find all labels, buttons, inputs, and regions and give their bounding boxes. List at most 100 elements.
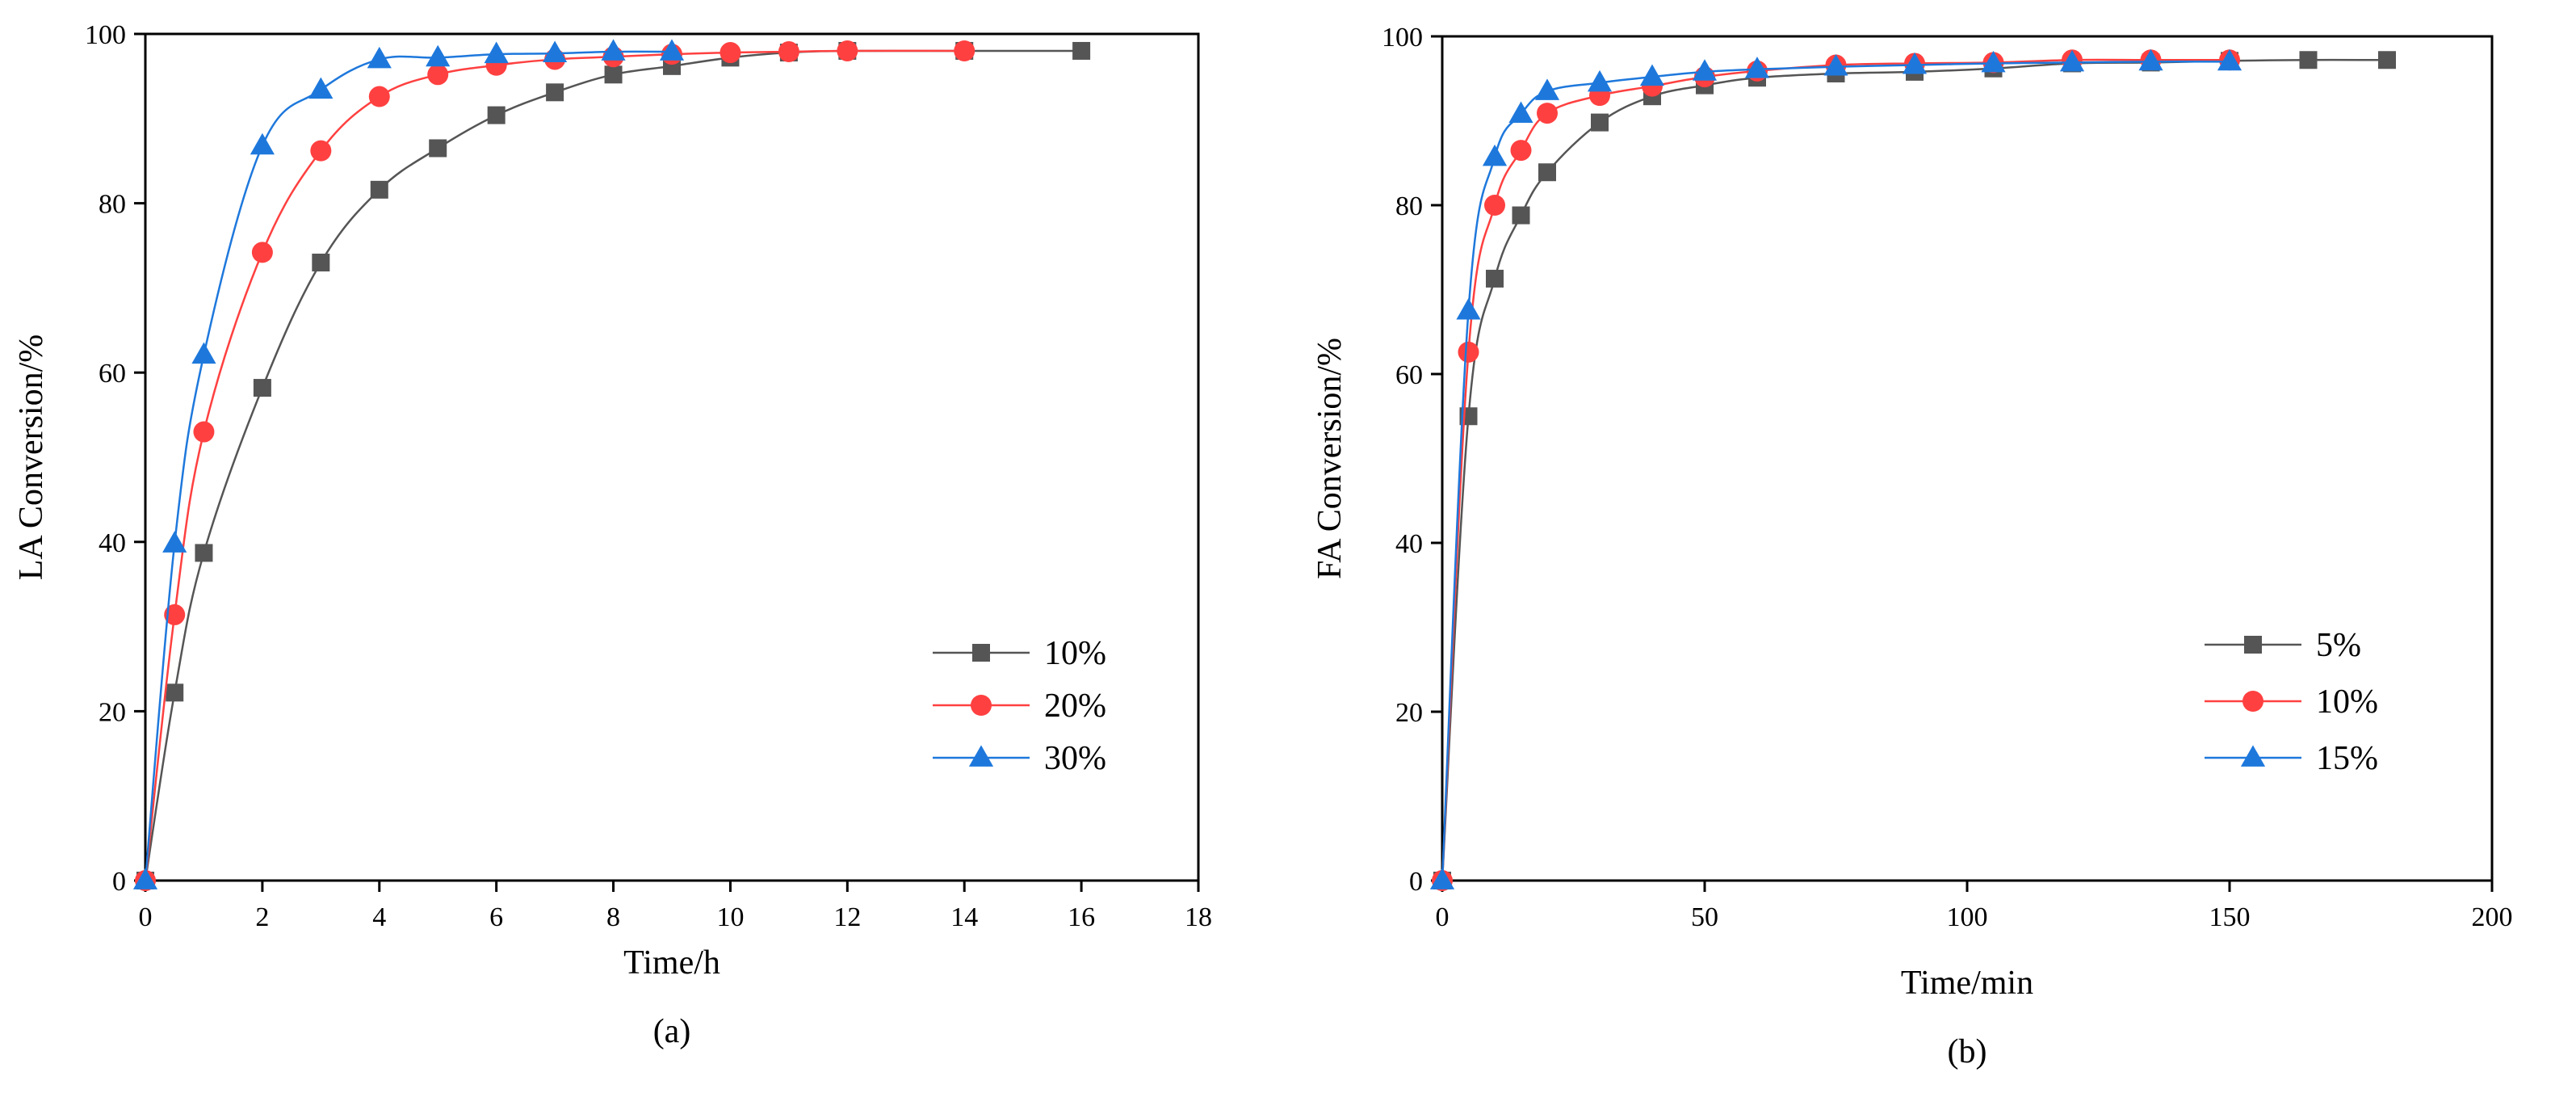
y-tick-label: 0: [112, 867, 126, 897]
legend-marker: [2240, 745, 2266, 767]
legend: 10% 20% 30%: [933, 635, 1106, 777]
x-tick-label: 10: [716, 902, 744, 932]
data-point: [166, 683, 184, 702]
data-point: [312, 253, 330, 271]
legend-marker: [2242, 691, 2263, 712]
data-point: [2299, 51, 2318, 69]
y-axis-label: LA Conversion/%: [13, 334, 50, 580]
x-tick-label: 4: [372, 902, 386, 932]
data-point: [164, 603, 186, 625]
x-tick-label: 12: [833, 902, 861, 932]
data-point: [1512, 206, 1530, 225]
data-point: [604, 65, 623, 84]
legend: 5% 10% 15%: [2205, 627, 2378, 777]
data-point: [2217, 48, 2242, 71]
y-tick-label: 60: [99, 359, 126, 389]
legend-label: 30%: [1044, 740, 1106, 777]
data-point: [1429, 868, 1455, 889]
data-point: [601, 39, 626, 61]
data-point: [195, 544, 213, 562]
y-tick-label: 20: [1395, 698, 1423, 728]
x-axis-label: Time/min: [1901, 965, 2033, 1002]
series-b-2: [1429, 48, 2242, 889]
data-point: [1072, 41, 1091, 60]
data-point: [367, 46, 392, 69]
data-point: [1538, 163, 1556, 182]
data-point: [543, 40, 568, 63]
data-point: [162, 531, 187, 553]
panel-caption: (b): [1948, 1033, 1987, 1070]
x-tick-label: 6: [489, 902, 503, 932]
x-axis-label: Time/h: [623, 944, 720, 982]
data-point: [1510, 140, 1532, 162]
y-tick-label: 20: [99, 697, 126, 727]
data-point: [1458, 341, 1479, 363]
data-point: [837, 40, 858, 61]
data-point: [1823, 54, 1848, 76]
data-point: [251, 242, 273, 263]
series-a-2: [132, 39, 685, 889]
data-point: [310, 140, 332, 162]
chart-panel-b: 0 50 100 150 200 0 20 40 60 80 100 Time/min FA Conve…: [1311, 23, 2513, 1070]
chart-panel-a: 0 2 4 6 8 10 12 14 16 18 0 20 40 60 80 100 Time/h LA Conv…: [13, 20, 1212, 1050]
series-line: [144, 50, 673, 881]
data-point: [2059, 49, 2085, 72]
legend-label: 10%: [2316, 683, 2378, 721]
x-tick-label: 18: [1185, 902, 1212, 932]
data-point: [308, 77, 334, 99]
data-point: [2138, 48, 2163, 71]
y-tick-label: 40: [99, 528, 126, 558]
series-a-1: [135, 40, 975, 891]
data-point: [720, 42, 741, 64]
x-tick-label: 200: [2472, 902, 2513, 932]
data-point: [253, 379, 271, 397]
data-point: [546, 83, 564, 102]
data-point: [370, 180, 388, 199]
data-point: [659, 39, 685, 61]
legend-marker: [968, 745, 994, 767]
data-point: [1639, 64, 1665, 86]
x-tick-label: 50: [1691, 902, 1718, 932]
data-point: [484, 41, 509, 64]
data-point: [1744, 57, 1770, 78]
data-point: [426, 44, 451, 67]
data-point: [250, 132, 275, 155]
y-tick-label: 60: [1395, 360, 1423, 390]
data-point: [1902, 52, 1928, 74]
series-a-0: [136, 41, 1091, 889]
data-point: [1692, 59, 1718, 81]
data-point: [132, 868, 158, 889]
y-tick-label: 0: [1409, 867, 1423, 897]
y-tick-label: 100: [85, 20, 126, 50]
data-point: [193, 421, 215, 443]
y-tick-label: 80: [1395, 191, 1423, 221]
data-point: [429, 139, 447, 158]
legend-label: 15%: [2316, 740, 2378, 777]
x-tick-label: 0: [1436, 902, 1450, 932]
data-point: [1482, 144, 1508, 166]
series-line: [1441, 61, 2230, 881]
legend-label: 5%: [2316, 627, 2361, 664]
data-point: [1981, 50, 2006, 73]
y-tick-label: 40: [1395, 529, 1423, 559]
data-point: [368, 86, 390, 107]
data-point: [2378, 51, 2396, 69]
series-line: [144, 49, 965, 881]
data-point: [487, 106, 506, 124]
data-point: [1456, 298, 1481, 320]
legend-marker: [971, 695, 992, 716]
x-tick-label: 16: [1068, 902, 1095, 932]
y-tick-label: 100: [1382, 23, 1423, 53]
series-line: [144, 49, 1082, 881]
legend-label: 10%: [1044, 635, 1106, 672]
data-point: [1508, 101, 1533, 124]
series-line: [1441, 58, 2230, 881]
x-tick-label: 2: [255, 902, 269, 932]
legend-marker: [972, 644, 990, 662]
data-point: [778, 41, 799, 63]
data-point: [1537, 103, 1558, 124]
y-axis-label: FA Conversion/%: [1311, 338, 1349, 579]
data-point: [1591, 113, 1609, 132]
panel-caption: (a): [653, 1013, 691, 1050]
